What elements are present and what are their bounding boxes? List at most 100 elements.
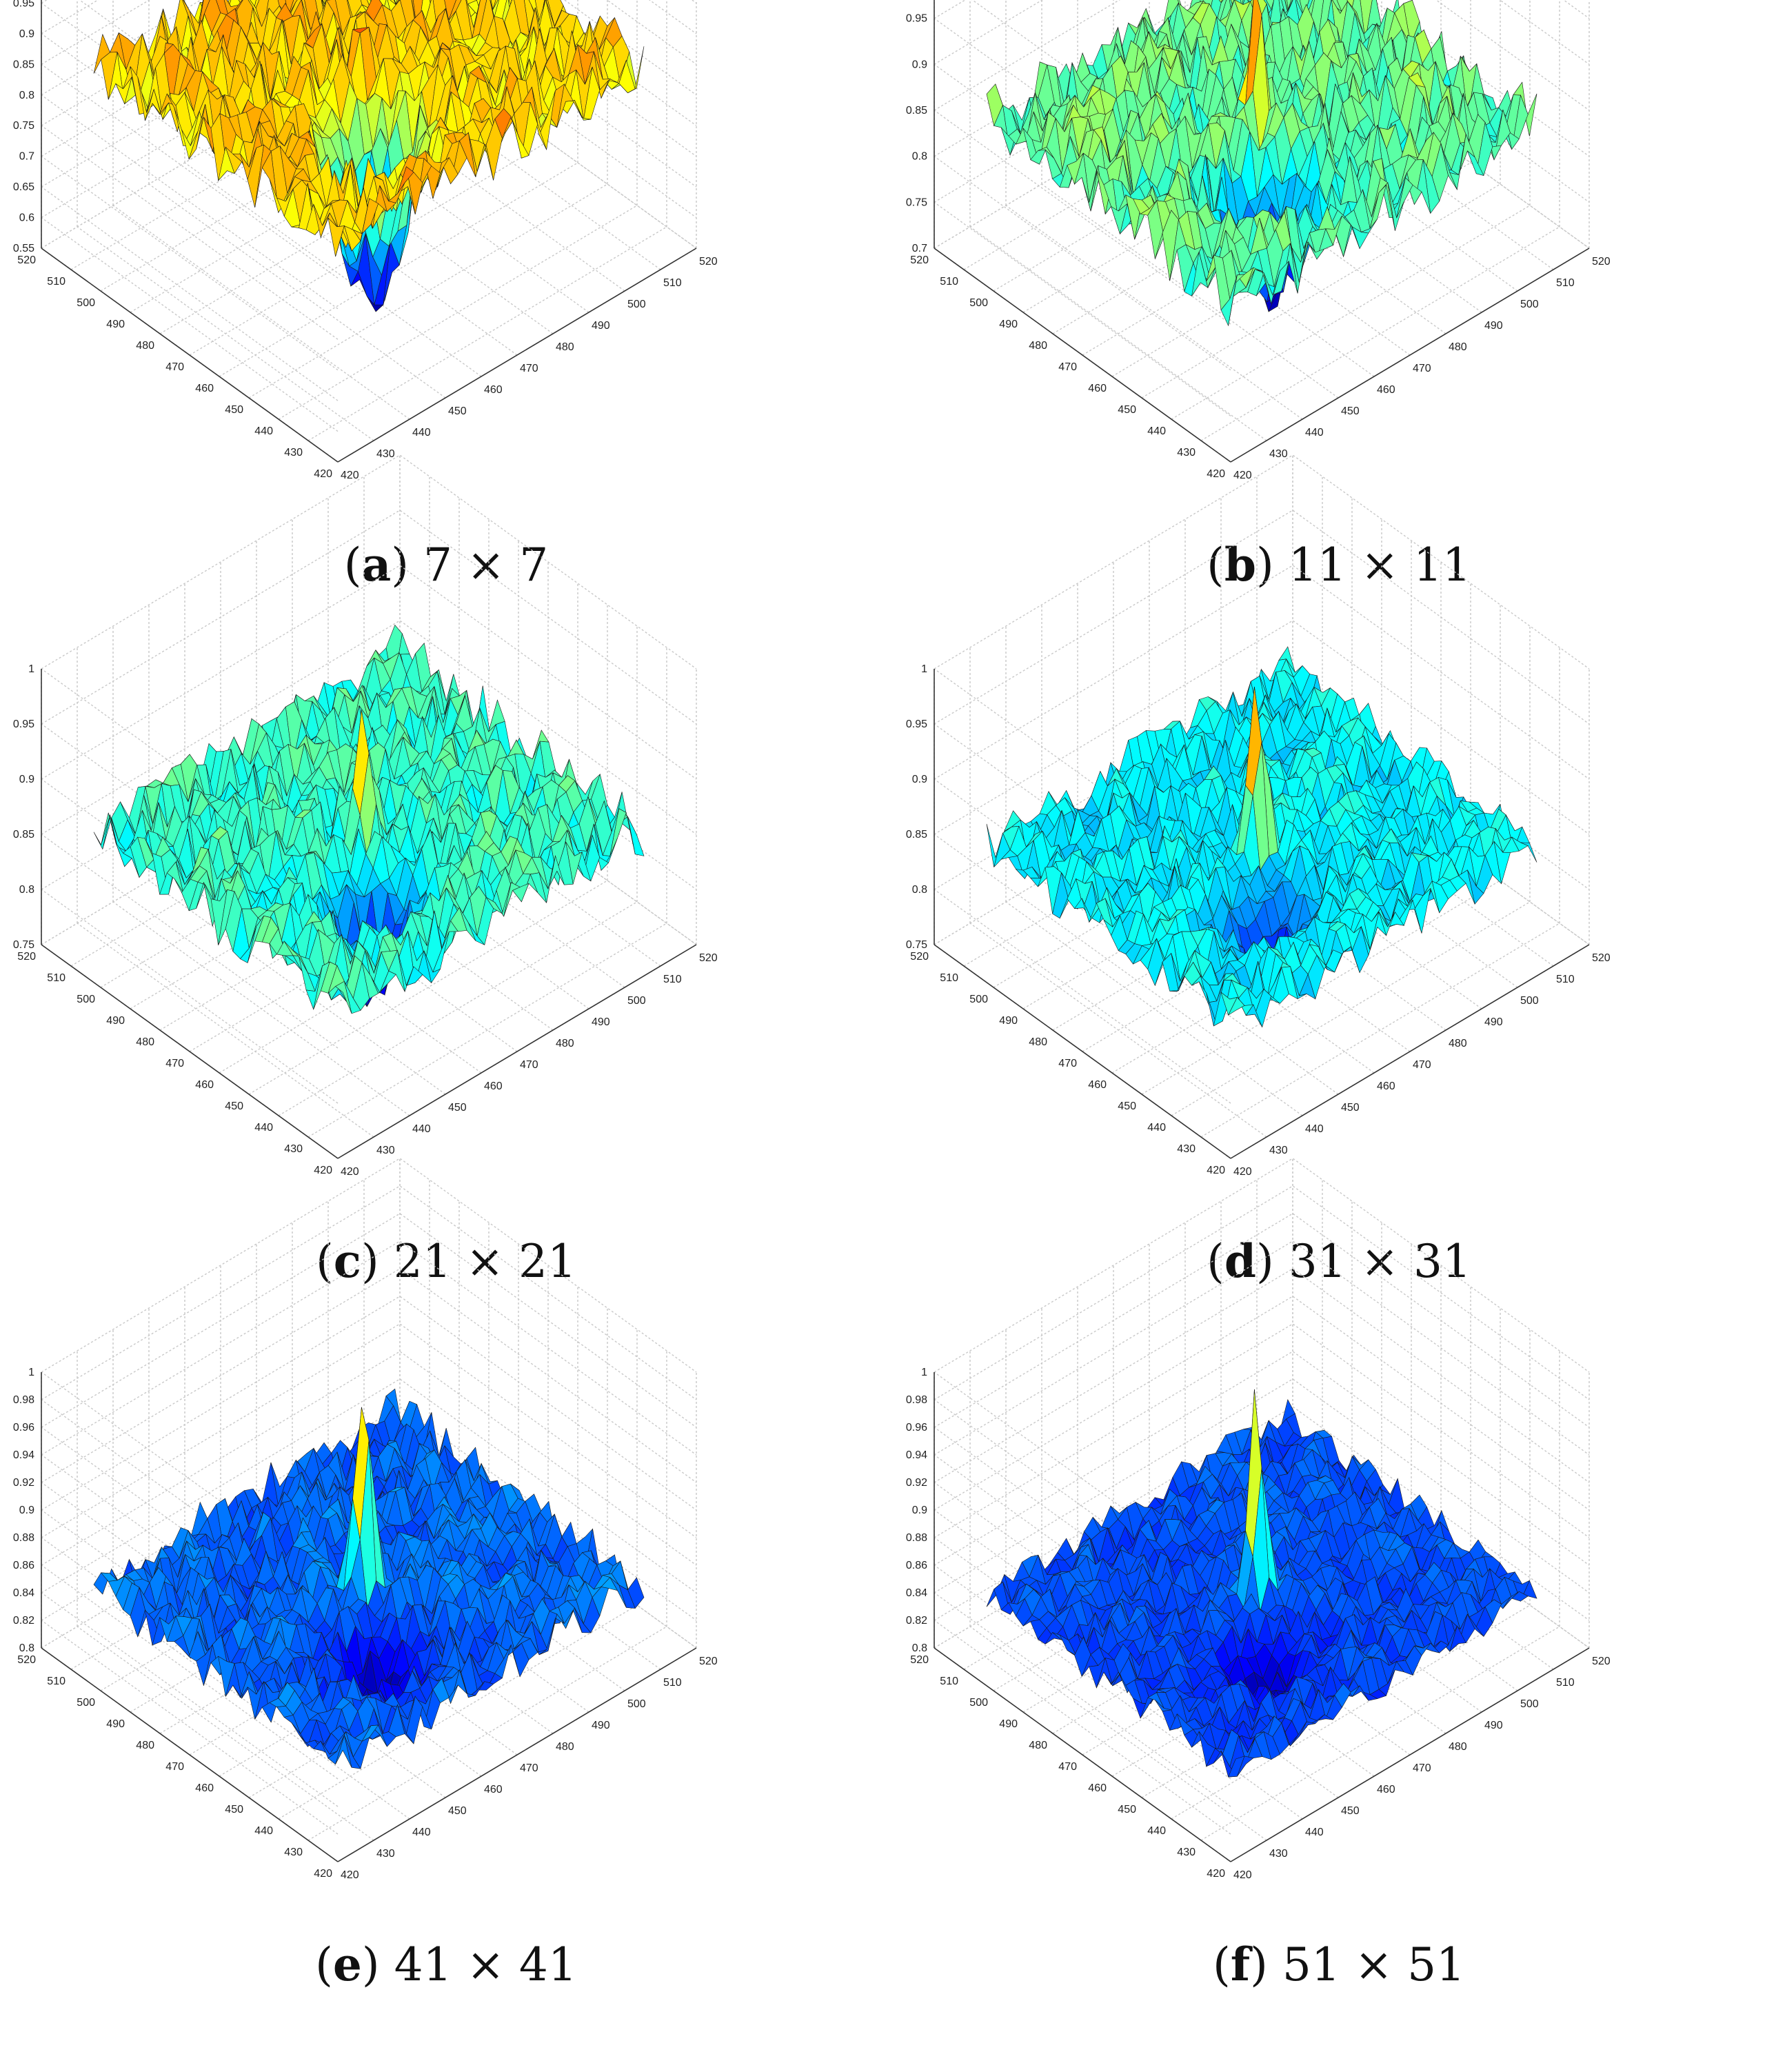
y-tick-label: 510 (47, 276, 65, 288)
surface-plot-d: 0.750.80.850.90.951420430440450460470480… (893, 696, 1785, 1248)
y-tick-label: 430 (284, 447, 303, 459)
x-tick-label: 450 (1341, 405, 1360, 417)
y-tick-label: 500 (77, 297, 95, 309)
x-tick-label: 500 (627, 995, 646, 1007)
z-tick-label: 0.85 (13, 829, 34, 841)
x-tick-label: 520 (1592, 256, 1611, 268)
z-tick-label: 0.85 (906, 105, 927, 117)
y-tick-label: 450 (1118, 1100, 1136, 1112)
y-tick-label: 450 (225, 404, 243, 416)
surface (987, 0, 1537, 325)
y-tick-label: 510 (47, 972, 65, 984)
x-tick-label: 470 (1413, 363, 1431, 374)
x-tick-label: 440 (1305, 427, 1324, 439)
y-tick-label: 520 (17, 254, 36, 266)
x-tick-label: 510 (663, 974, 682, 985)
z-tick-label: 1 (28, 663, 34, 675)
x-tick-label: 500 (1520, 299, 1539, 310)
x-tick-label: 460 (1377, 1080, 1395, 1092)
y-tick-label: 520 (17, 951, 36, 963)
y-tick-label: 510 (940, 276, 958, 288)
z-tick-label: 0.6 (19, 212, 34, 224)
y-axis-line (41, 945, 338, 1158)
x-tick-label: 480 (1449, 1038, 1467, 1049)
x-tick-label: 470 (520, 1059, 538, 1071)
subplot-a: 0.550.60.650.70.750.80.850.90.9514204304… (0, 0, 892, 672)
x-tick-label: 460 (484, 384, 503, 396)
x-tick-label: 430 (1269, 448, 1288, 460)
z-tick-label: 0.75 (906, 197, 927, 208)
x-tick-label: 480 (1449, 341, 1467, 353)
y-tick-label: 490 (106, 1015, 125, 1027)
z-tick-label: 0.8 (19, 90, 34, 101)
x-tick-label: 430 (376, 1145, 395, 1156)
z-tick-label: 0.75 (906, 939, 927, 951)
x-tick-label: 510 (663, 277, 682, 289)
y-tick-label: 480 (1029, 340, 1047, 352)
x-tick-label: 420 (341, 470, 359, 481)
z-tick-label: 0.9 (912, 774, 927, 785)
y-tick-label: 480 (136, 1036, 154, 1048)
z-tick-label: 0.8 (912, 884, 927, 896)
z-tick-label: 0.7 (19, 151, 34, 163)
x-tick-label: 520 (699, 952, 718, 964)
surface (94, 625, 644, 1014)
z-tick-label: 0.85 (906, 829, 927, 841)
z-tick-label: 0.75 (13, 939, 34, 951)
y-tick-label: 500 (969, 297, 988, 309)
z-tick-label: 0.55 (13, 243, 34, 254)
x-tick-label: 480 (556, 341, 574, 353)
x-tick-label: 450 (1341, 1102, 1360, 1114)
x-tick-label: 440 (412, 1123, 431, 1135)
y-tick-label: 490 (106, 319, 125, 330)
surface (987, 647, 1537, 1027)
x-tick-label: 420 (341, 1166, 359, 1178)
x-tick-label: 470 (520, 363, 538, 374)
surface-plot-a: 0.550.60.650.70.750.80.850.90.9514204304… (0, 0, 892, 552)
x-tick-label: 460 (1377, 384, 1395, 396)
z-tick-label: 0.9 (19, 28, 34, 40)
y-tick-label: 490 (999, 319, 1018, 330)
y-axis-line (41, 248, 338, 462)
z-tick-label: 0.9 (19, 774, 34, 785)
x-tick-label: 420 (1233, 1166, 1252, 1178)
y-tick-label: 450 (225, 1100, 243, 1112)
x-tick-label: 490 (592, 1016, 610, 1028)
surface-plot-c: 0.750.80.850.90.951420430440450460470480… (0, 696, 892, 1248)
caption-b: (b) 11 × 11 (893, 538, 1785, 592)
z-tick-label: 1 (921, 663, 927, 675)
x-tick-label: 500 (1520, 995, 1539, 1007)
z-tick-label: 0.95 (13, 0, 34, 9)
y-tick-label: 460 (1088, 383, 1107, 394)
z-tick-label: 0.95 (906, 718, 927, 730)
y-tick-label: 440 (1147, 425, 1166, 437)
x-tick-label: 520 (699, 256, 718, 268)
subplot-b: 0.70.750.80.850.90.951420430440450460470… (893, 0, 1785, 672)
x-tick-label: 450 (448, 1102, 467, 1114)
z-tick-label: 0.95 (13, 718, 34, 730)
x-tick-label: 510 (1556, 974, 1575, 985)
z-tick-label: 0.65 (13, 181, 34, 193)
surface-plot-b: 0.70.750.80.850.90.951420430440450460470… (893, 0, 1785, 552)
x-tick-label: 490 (592, 320, 610, 332)
x-tick-label: 500 (627, 299, 646, 310)
y-tick-label: 480 (136, 340, 154, 352)
y-tick-label: 440 (254, 425, 273, 437)
y-tick-label: 460 (195, 1079, 214, 1091)
x-axis-line (338, 248, 696, 462)
x-tick-label: 490 (1484, 320, 1503, 332)
y-tick-label: 440 (254, 1122, 273, 1134)
z-tick-label: 0.7 (912, 243, 927, 254)
x-tick-label: 440 (1305, 1123, 1324, 1135)
surface (94, 0, 644, 312)
surface-patch (628, 816, 645, 856)
z-tick-label: 0.95 (906, 13, 927, 25)
x-tick-label: 480 (556, 1038, 574, 1049)
x-tick-label: 460 (484, 1080, 503, 1092)
y-tick-label: 460 (195, 383, 214, 394)
x-tick-label: 490 (1484, 1016, 1503, 1028)
y-tick-label: 500 (77, 994, 95, 1005)
y-tick-label: 470 (165, 1058, 184, 1069)
